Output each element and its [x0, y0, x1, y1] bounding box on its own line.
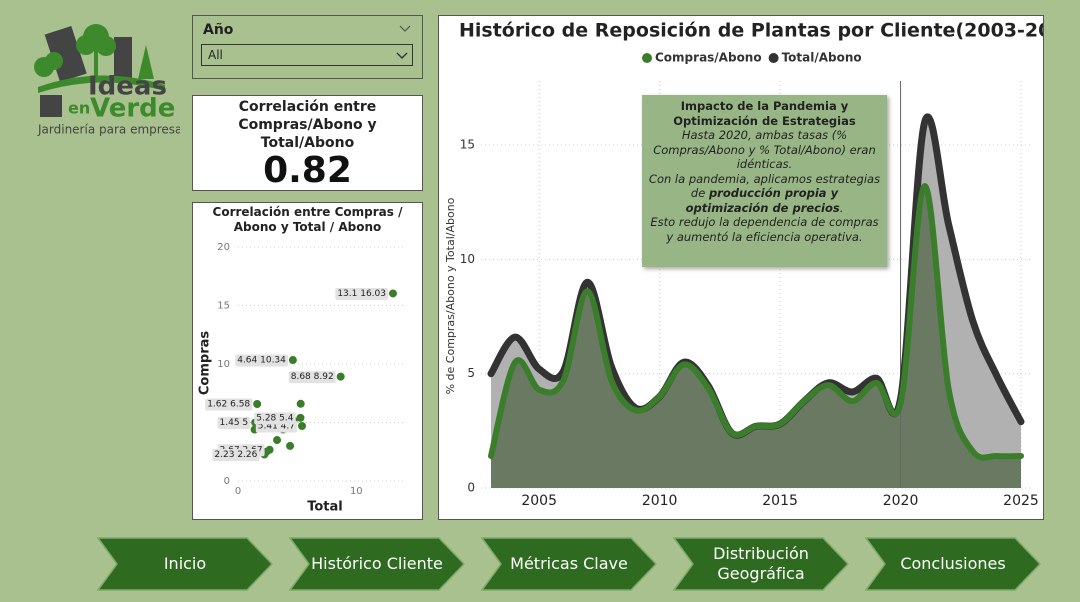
slicer-dropdown[interactable]: All	[201, 44, 413, 66]
data-label: 5.41 4.7	[258, 422, 295, 432]
data-label: 5.28 5.4	[256, 413, 293, 423]
slicer-value: All	[208, 48, 223, 62]
annotation-paragraph: Hasta 2020, ambas tasas (% Compras/Abono…	[648, 128, 881, 172]
y-tick-label: 0	[467, 481, 475, 495]
y-tick-label: 15	[217, 301, 230, 312]
annotation-text: producción propia y optimización de prec…	[685, 186, 840, 215]
nav-label: Distribución Geográfica	[713, 544, 809, 583]
annotation: Impacto de la Pandemia y Optimización de…	[642, 95, 887, 267]
annotation-text: Esto redujo la dependencia de compras y …	[650, 215, 879, 244]
scatter-point	[388, 289, 397, 298]
nav-label: Conclusiones	[900, 554, 1006, 573]
kpi-card: Correlación entre Compras/Abono y Total/…	[192, 95, 423, 191]
series-line	[488, 183, 1024, 461]
logo-word: Verde	[90, 94, 175, 124]
scatter-point	[296, 413, 305, 422]
scatter-point	[273, 436, 282, 445]
legend-label: Total/Abono	[782, 51, 862, 65]
x-tick-label: 2010	[642, 493, 678, 509]
chart-title: Histórico de Reposición de Plantas por C…	[459, 20, 1043, 42]
kpi-title: Correlación entre Compras/Abono y Total/…	[238, 99, 377, 151]
y-tick-label: 10	[217, 359, 230, 370]
data-label-bg	[254, 412, 296, 425]
y-tick-label: 0	[224, 476, 230, 487]
data-label: 1.62 6.58	[207, 400, 250, 410]
year-slicer: Año All	[192, 15, 423, 79]
x-tick-label: 2005	[521, 493, 557, 509]
logo-tagline: Jardinería para empresas	[37, 123, 180, 137]
x-tick-label: 10	[350, 486, 363, 497]
slicer-label: Año	[203, 22, 234, 38]
y-axis-label: Compras	[198, 331, 213, 396]
collapse-icon[interactable]	[399, 24, 411, 34]
scatter-chart: 05101520010TotalCompras13.1 16.034.64 10…	[198, 242, 406, 515]
area-card: Histórico de Reposición de Plantas por C…	[438, 15, 1044, 520]
data-label-bg	[212, 449, 260, 462]
data-label: 8.68 8.92	[291, 372, 334, 382]
scatter-point	[336, 372, 345, 381]
nav-chevron	[673, 537, 849, 591]
annotation-text: Hasta 2020, ambas tasas (% Compras/Abono…	[653, 128, 876, 171]
nav-label: Inicio	[163, 554, 207, 573]
nav-chevron	[481, 537, 657, 591]
nav-button[interactable]: Métricas Clave	[481, 537, 657, 591]
annotation-paragraph: Esto redujo la dependencia de compras y …	[648, 215, 881, 244]
annotation-title: Impacto de la Pandemia y Optimización de…	[673, 99, 856, 128]
dropdown-arrow	[396, 52, 408, 59]
scatter-title: Correlación entre Compras / Abono y Tota…	[212, 205, 403, 234]
annotation-text: Con la pandemia, aplicamos estrategias d…	[648, 171, 881, 201]
nav-button[interactable]: Distribución Geográfica	[673, 537, 849, 591]
x-tick-label: 2025	[1003, 493, 1039, 509]
nav-chevron	[865, 537, 1041, 591]
scatter-point	[298, 422, 307, 431]
scatter-card: Correlación entre Compras / Abono y Tota…	[192, 202, 423, 520]
legend-marker	[768, 53, 779, 63]
annotation-paragraph: Con la pandemia, aplicamos estrategias d…	[648, 172, 881, 216]
logo-graphic	[34, 24, 165, 117]
data-label-bg	[235, 354, 289, 367]
nav-label: Métricas Clave	[510, 554, 628, 573]
x-axis-label: Total	[307, 500, 343, 515]
nav-label: Histórico Cliente	[311, 554, 443, 573]
data-label-bg	[205, 398, 253, 411]
scatter-point	[296, 399, 305, 408]
kpi-value: 0.82	[263, 150, 352, 191]
data-label-bg	[288, 371, 336, 384]
scatter-point	[253, 400, 262, 409]
logo-word: Ideas	[88, 72, 167, 102]
y-tick-label: 20	[217, 242, 230, 253]
nav-button[interactable]: Inicio	[97, 537, 273, 591]
legend-label: Compras/Abono	[655, 51, 762, 65]
y-tick-label: 10	[460, 252, 475, 266]
y-tick-label: 15	[460, 138, 475, 152]
scatter-point	[288, 356, 297, 365]
data-label: 1.45 5	[220, 418, 249, 428]
logo-word: en	[68, 99, 90, 118]
logo: Ideas en Verde Jardinería para empresas	[34, 24, 180, 137]
data-label: 2.23 2.26	[214, 450, 257, 460]
data-label-bg	[217, 417, 251, 429]
scatter-point	[286, 441, 295, 450]
x-tick-label: 2015	[762, 493, 798, 509]
nav-button[interactable]: Histórico Cliente	[289, 537, 465, 591]
annotation-text: .	[839, 200, 844, 215]
y-tick-label: 5	[467, 366, 475, 380]
legend-marker	[642, 53, 652, 63]
nav-button[interactable]: Conclusiones	[865, 537, 1041, 591]
data-label: 4.64 10.34	[237, 356, 286, 366]
nav-chevron	[289, 537, 465, 591]
data-label: 13.1 16.03	[337, 289, 386, 299]
x-tick-label: 2020	[883, 493, 919, 509]
x-tick-label: 0	[235, 486, 241, 497]
area-chart: Histórico de Reposición de Plantas por C…	[444, 20, 1043, 510]
data-label-bg	[335, 287, 388, 300]
nav-chevron	[97, 537, 273, 591]
y-axis-label: % de Compras/Abono y Total/Abono	[444, 197, 457, 394]
